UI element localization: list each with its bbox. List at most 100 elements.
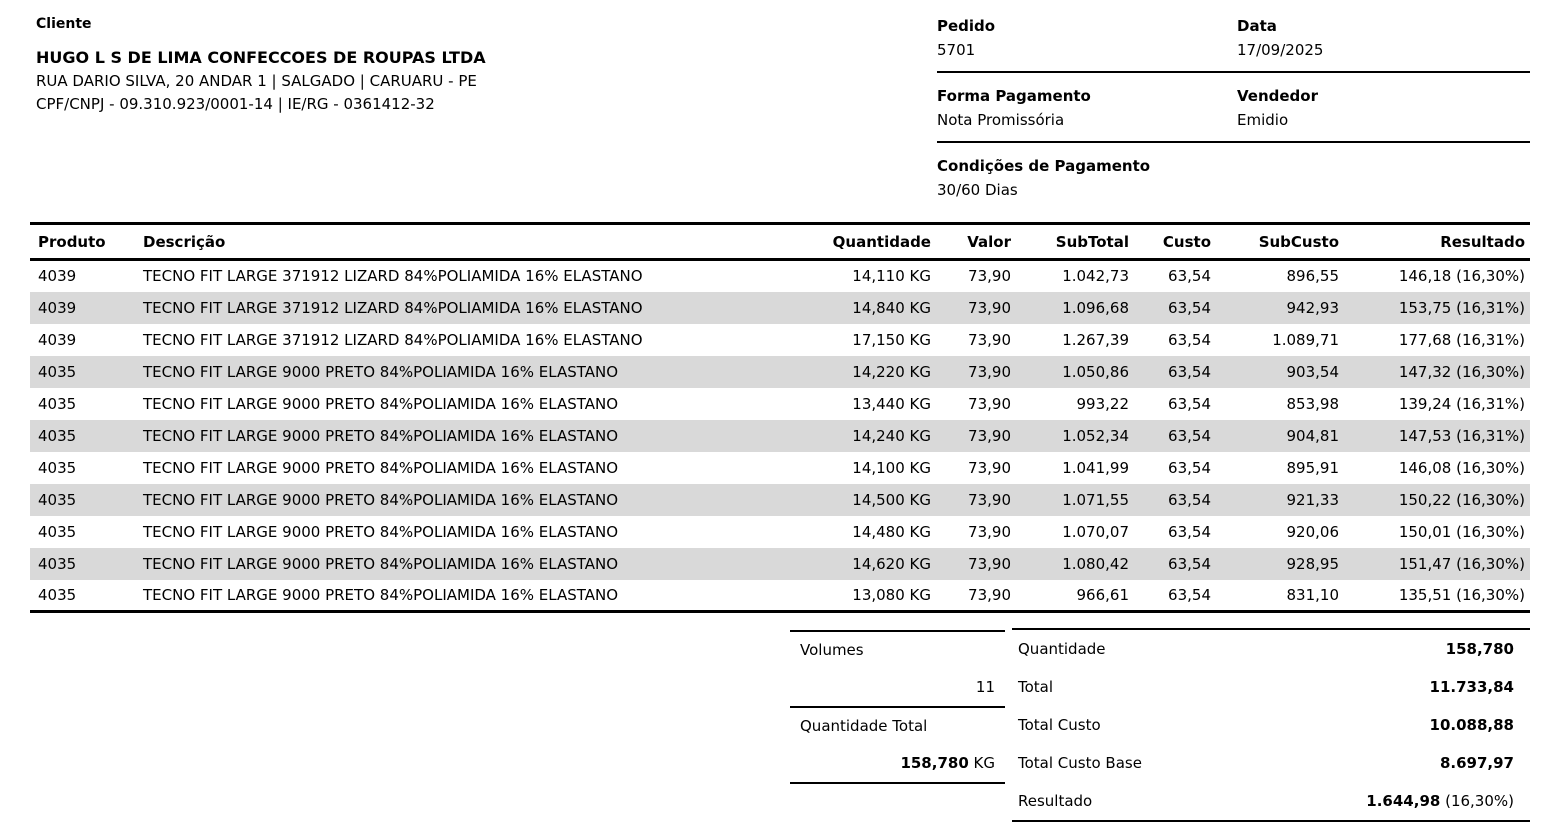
cell-quantidade: 13,440 KG [852, 394, 931, 413]
table-row: 4035 TECNO FIT LARGE 9000 PRETO 84%POLIA… [30, 547, 1530, 580]
table-row: 4035 TECNO FIT LARGE 9000 PRETO 84%POLIA… [30, 580, 1530, 612]
items-table-body: 4039 TECNO FIT LARGE 371912 LIZARD 84%PO… [30, 260, 1530, 612]
cell-quantidade: 17,150 KG [852, 330, 931, 349]
cell-valor: 73,90 [968, 330, 1011, 349]
cell-subcusto: 853,98 [1286, 394, 1340, 413]
table-row: 4039 TECNO FIT LARGE 371912 LIZARD 84%PO… [30, 260, 1530, 292]
cell-descricao: TECNO FIT LARGE 9000 PRETO 84%POLIAMIDA … [143, 554, 619, 573]
cell-descricao: TECNO FIT LARGE 9000 PRETO 84%POLIAMIDA … [143, 522, 619, 541]
cell-produto: 4035 [38, 522, 77, 541]
cell-descricao: TECNO FIT LARGE 371912 LIZARD 84%POLIAMI… [143, 298, 643, 317]
cell-produto: 4039 [38, 298, 77, 317]
cell-subcusto: 928,95 [1286, 554, 1340, 573]
totals-number: 10.088,88 [1429, 716, 1514, 734]
cell-custo: 63,54 [1168, 426, 1211, 445]
totals-row-quantidade: Quantidade 158,780 [1012, 630, 1530, 668]
cell-custo: 63,54 [1168, 362, 1211, 381]
quantidade-total-number: 158,780 [900, 754, 969, 772]
quantidade-total-value: 158,780 KG [790, 745, 1005, 782]
cell-subtotal: 993,22 [1076, 394, 1130, 413]
cell-quantidade: 14,500 KG [852, 490, 931, 509]
cell-quantidade: 14,100 KG [852, 458, 931, 477]
client-name: HUGO L S DE LIMA CONFECCOES DE ROUPAS LT… [36, 48, 486, 67]
cell-quantidade: 13,080 KG [852, 585, 931, 604]
data-label: Data [1237, 17, 1277, 35]
cell-resultado: 150,22 (16,30%) [1398, 490, 1525, 509]
table-row: 4035 TECNO FIT LARGE 9000 PRETO 84%POLIA… [30, 483, 1530, 516]
order-info-block: Pedido 5701 Data 17/09/2025 Forma Pagame… [937, 14, 1530, 211]
order-row-3: Condições de Pagamento 30/60 Dias [937, 154, 1530, 211]
field-data: Data 17/09/2025 [1237, 14, 1530, 62]
cell-subcusto: 904,81 [1286, 426, 1340, 445]
cell-resultado: 177,68 (16,31%) [1398, 330, 1525, 349]
cell-descricao: TECNO FIT LARGE 9000 PRETO 84%POLIAMIDA … [143, 585, 619, 604]
cell-subcusto: 903,54 [1286, 362, 1340, 381]
cell-custo: 63,54 [1168, 267, 1211, 286]
header-custo: Custo [1162, 232, 1211, 251]
client-documents: CPF/CNPJ - 09.310.923/0001-14 | IE/RG - … [36, 95, 435, 113]
header-quantidade: Quantidade [832, 232, 931, 251]
totals-row-total: Total 11.733,84 [1012, 668, 1530, 706]
totals-row-total-custo: Total Custo 10.088,88 [1012, 706, 1530, 744]
cell-subtotal: 1.041,99 [1062, 458, 1129, 477]
totals-label: Total [1018, 678, 1054, 696]
cell-produto: 4035 [38, 585, 77, 604]
totals-value: 11.733,84 [1430, 678, 1514, 696]
cell-subcusto: 942,93 [1286, 298, 1340, 317]
cell-resultado: 146,08 (16,30%) [1398, 458, 1525, 477]
cell-resultado: 153,75 (16,31%) [1398, 298, 1525, 317]
header-resultado: Resultado [1440, 232, 1525, 251]
cell-valor: 73,90 [968, 585, 1011, 604]
cell-quantidade: 14,840 KG [852, 298, 931, 317]
cell-custo: 63,54 [1168, 585, 1211, 604]
cell-custo: 63,54 [1168, 394, 1211, 413]
client-section-label: Cliente [36, 16, 92, 32]
vendedor-label: Vendedor [1237, 87, 1318, 105]
cell-resultado: 150,01 (16,30%) [1398, 522, 1525, 541]
items-table-header: Produto Descrição Quantidade Valor SubTo… [30, 224, 1530, 260]
cell-custo: 63,54 [1168, 490, 1211, 509]
cell-descricao: TECNO FIT LARGE 9000 PRETO 84%POLIAMIDA … [143, 426, 619, 445]
table-row: 4035 TECNO FIT LARGE 9000 PRETO 84%POLIA… [30, 355, 1530, 388]
totals-label: Total Custo [1018, 716, 1101, 734]
cell-subtotal: 1.080,42 [1062, 554, 1129, 573]
field-pedido: Pedido 5701 [937, 14, 1237, 62]
volumes-label: Volumes [800, 641, 864, 659]
table-row: 4035 TECNO FIT LARGE 9000 PRETO 84%POLIA… [30, 419, 1530, 452]
totals-number: 158,780 [1445, 640, 1514, 658]
table-row: 4035 TECNO FIT LARGE 9000 PRETO 84%POLIA… [30, 452, 1530, 484]
cell-valor: 73,90 [968, 267, 1011, 286]
header-subcusto: SubCusto [1258, 232, 1339, 251]
cell-valor: 73,90 [968, 394, 1011, 413]
totals-box: Quantidade 158,780 Total 11.733,84 Total… [1012, 628, 1530, 822]
cell-produto: 4039 [38, 267, 77, 286]
volumes-divider [790, 706, 1005, 708]
cell-custo: 63,54 [1168, 554, 1211, 573]
cell-produto: 4035 [38, 362, 77, 381]
cell-valor: 73,90 [968, 458, 1011, 477]
cell-produto: 4035 [38, 426, 77, 445]
cell-subtotal: 1.071,55 [1062, 490, 1129, 509]
cell-descricao: TECNO FIT LARGE 9000 PRETO 84%POLIAMIDA … [143, 362, 619, 381]
header-produto: Produto [38, 232, 106, 251]
totals-label: Resultado [1018, 792, 1093, 810]
table-row: 4039 TECNO FIT LARGE 371912 LIZARD 84%PO… [30, 291, 1530, 324]
vendedor-value: Emidio [1237, 111, 1289, 129]
cell-subcusto: 896,55 [1286, 267, 1340, 286]
header-row: Produto Descrição Quantidade Valor SubTo… [30, 224, 1530, 260]
cell-produto: 4039 [38, 330, 77, 349]
cell-descricao: TECNO FIT LARGE 9000 PRETO 84%POLIAMIDA … [143, 394, 619, 413]
pedido-label: Pedido [937, 17, 996, 35]
pedido-value: 5701 [937, 41, 976, 59]
cell-subcusto: 1.089,71 [1272, 330, 1339, 349]
header-descricao: Descrição [143, 232, 226, 251]
cell-subcusto: 831,10 [1286, 585, 1340, 604]
cell-subtotal: 1.070,07 [1062, 522, 1129, 541]
totals-suffix: (16,30%) [1440, 792, 1514, 810]
cell-valor: 73,90 [968, 362, 1011, 381]
cell-subtotal: 1.042,73 [1062, 267, 1129, 286]
cell-descricao: TECNO FIT LARGE 9000 PRETO 84%POLIAMIDA … [143, 490, 619, 509]
table-row: 4035 TECNO FIT LARGE 9000 PRETO 84%POLIA… [30, 388, 1530, 420]
cell-subtotal: 966,61 [1076, 585, 1130, 604]
